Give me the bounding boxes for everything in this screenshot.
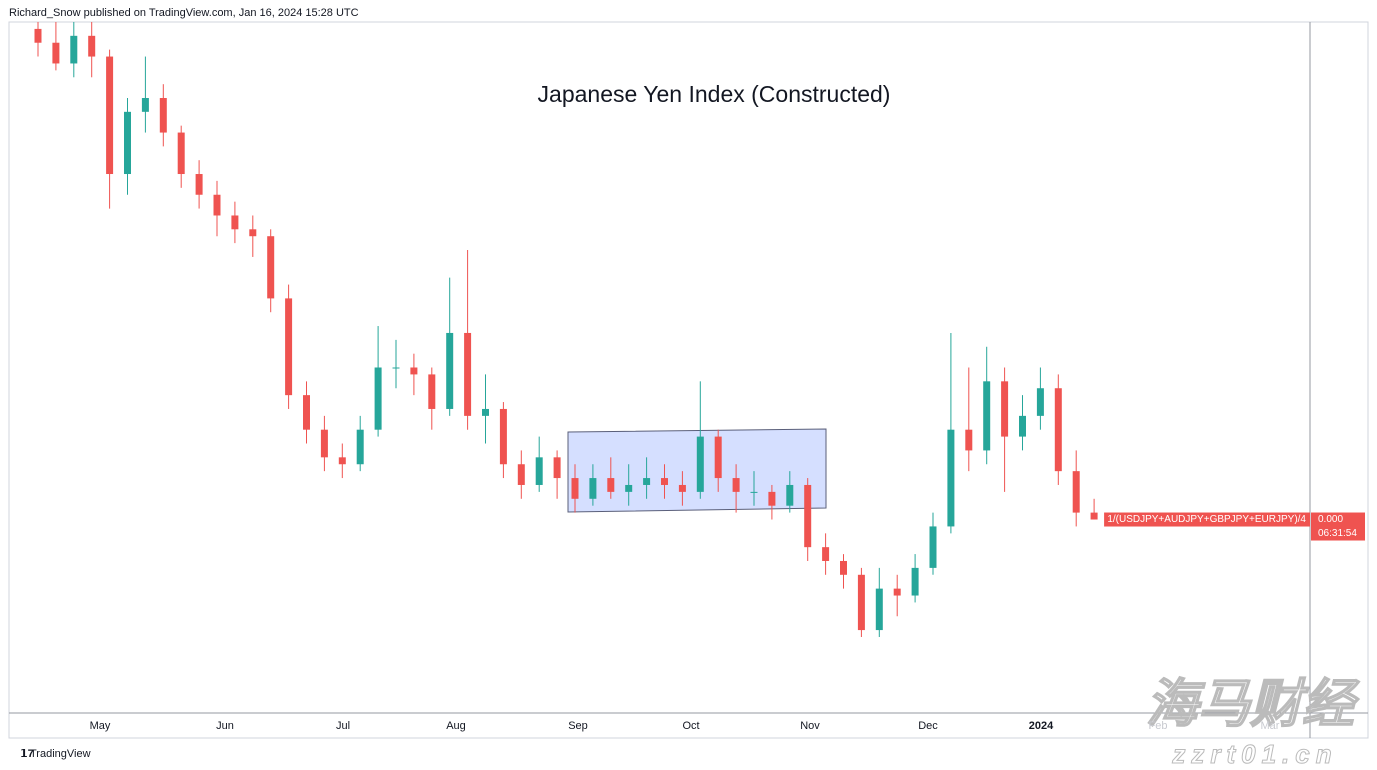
series-label: 1/(USDJPY+AUDJPY+GBPJPY+EURJPY)/4 [1107,514,1306,525]
x-tick-label: Dec [918,720,938,732]
candle-body [786,484,794,506]
candle-body [643,478,651,485]
candle-body [553,457,561,479]
candle-body [34,28,42,43]
candle-body [499,408,507,465]
candle-body [446,332,454,409]
candle-body [1054,388,1062,472]
candle-body [893,588,901,596]
header: Richard_Snow published on TradingView.co… [9,7,359,19]
candle-body [714,436,722,479]
candle-body [177,132,185,175]
candle-body [1001,381,1009,437]
candle-body [983,381,991,451]
candle-body [428,374,436,409]
candle-body [124,111,131,175]
footer: TradingView [30,748,91,760]
candle-body [804,484,812,548]
candle-body [732,478,740,492]
x-tick-label: Jul [336,720,350,732]
candle-body [159,98,167,133]
logo-mark: 𝟭7 [20,748,34,760]
x-tick-label: May [90,720,111,732]
candle-body [464,332,472,416]
watermark: 海马财经 [1146,676,1360,734]
candle-body [911,567,919,596]
candle-body [840,560,847,575]
candle-body [589,478,597,499]
x-tick-label: Jun [216,720,234,732]
candle-body [231,215,239,230]
candles [34,22,1098,637]
candle-body [482,408,489,416]
x-tick-label: Mar [1261,720,1280,732]
candle-body [822,547,830,561]
candle-body [1036,388,1044,416]
candle-body [374,367,382,430]
frame [8,21,1369,739]
chart-title: Japanese Yen Index (Constructed) [538,81,891,107]
x-tick-label: Feb [1149,720,1168,732]
price-label: 0.000 [1318,514,1343,525]
x-tick-label: 2024 [1029,720,1054,732]
x-tick-label: Sep [568,720,588,732]
candle-body [249,229,257,237]
candle-body [661,478,668,485]
candle-body [410,367,418,375]
candle-body [857,574,865,631]
candle-body [750,491,758,493]
candle-body [70,35,78,64]
candle-body [678,484,686,492]
price-label-bg [1311,512,1365,541]
candle-body [607,478,615,492]
candle-body [696,436,704,492]
candle-body [285,298,293,396]
candle-body [392,367,400,369]
candle-body [1090,512,1098,520]
candle-body [320,429,328,458]
candle-body [356,429,364,465]
candle-body [267,236,275,299]
countdown-label: 06:31:54 [1318,528,1357,539]
candle-body [1072,471,1080,513]
x-tick-label: Oct [682,720,699,732]
x-tick-label: Aug [446,720,466,732]
candle-body [213,194,221,216]
candle-body [1019,415,1026,437]
candle-body [106,56,114,175]
candle-body [768,491,776,506]
series-label-bg [1104,512,1310,527]
candle-body [303,395,310,430]
x-tick-label: Nov [800,720,820,732]
candle-body [338,457,346,465]
candle-body [929,526,937,568]
candle-body [571,478,579,499]
watermark: zzrt01.cn [1171,739,1337,769]
candle-body [625,484,633,492]
candle-body [965,429,973,451]
candle-body [52,42,60,64]
candle-body [195,174,203,195]
candle-body [517,464,525,485]
candle-body [947,429,955,527]
candle-body [535,457,543,485]
candle-body [88,35,96,57]
candle-body [875,588,883,631]
candle-body [141,98,149,112]
